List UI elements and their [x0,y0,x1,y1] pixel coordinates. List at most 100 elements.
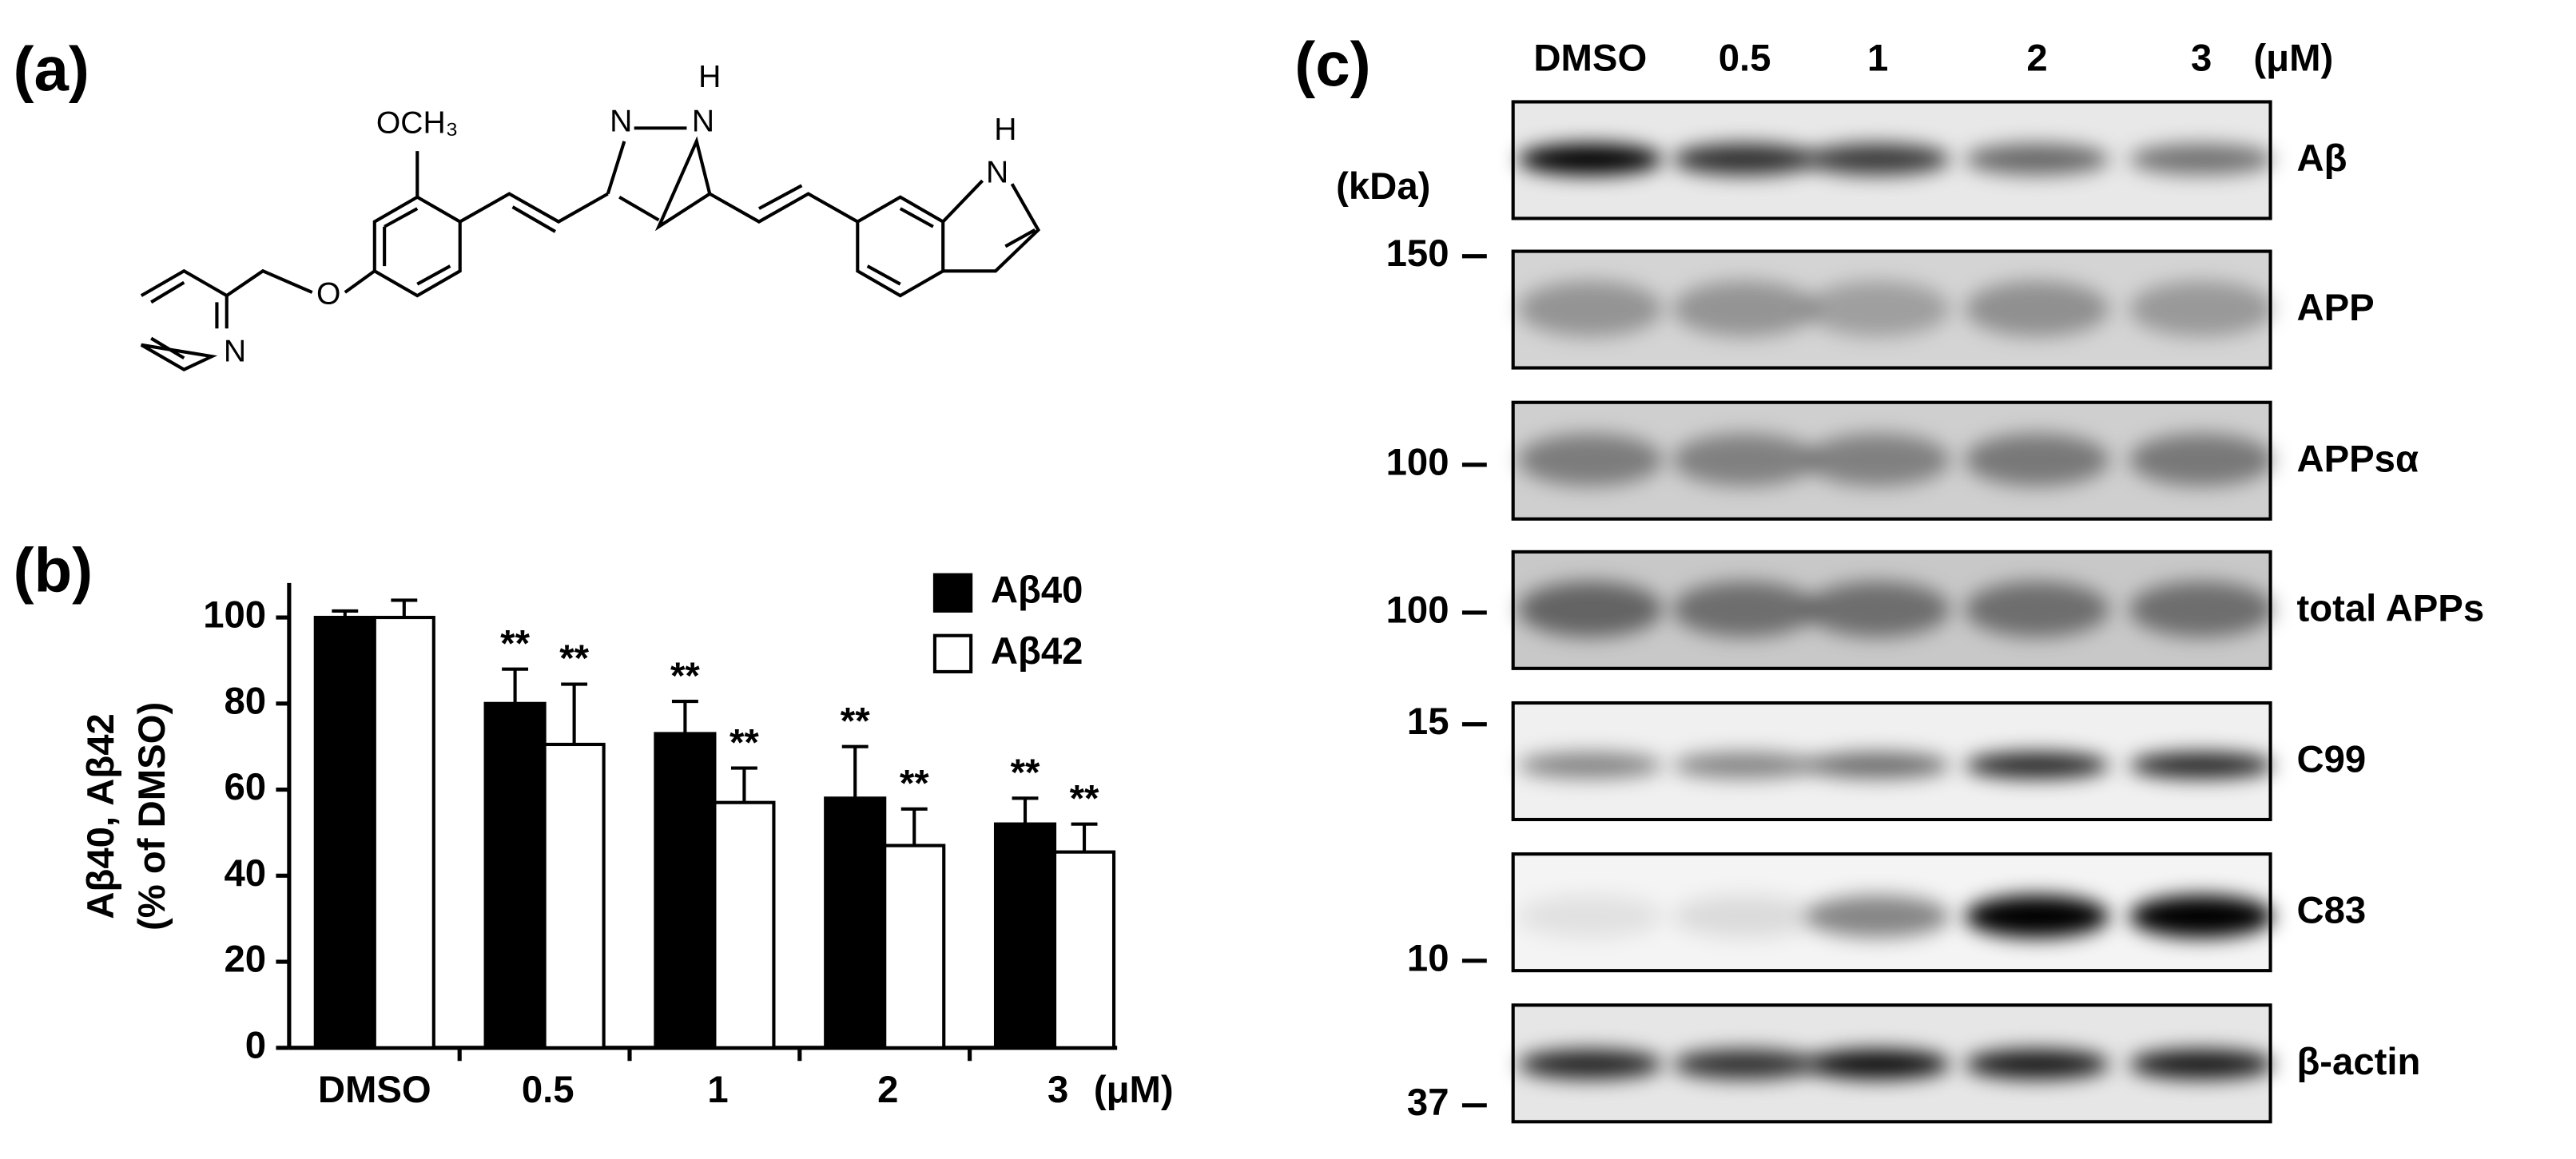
y-tick-label: 100 [203,594,266,637]
blot-band [2129,895,2274,939]
significance-label: ** [1070,777,1099,820]
significance-label: ** [1011,752,1040,794]
atom-label: N [610,105,632,139]
significance-label: ** [841,700,870,742]
blot-band [2129,752,2274,779]
mw-marker: 150 [1386,232,1449,275]
lane-label: 1 [1867,38,1888,80]
bar [654,732,717,1050]
blot-row [1511,701,2274,822]
blot-band [2129,433,2274,486]
atom-label: OCH₃ [376,106,459,141]
blot-band [1672,280,1818,337]
bar [993,822,1057,1050]
blot-band [1965,433,2110,486]
x-tick-label: 3 [1047,1069,1068,1111]
atom-label: H [698,60,721,94]
atom-label: H [994,113,1016,147]
blot-band [2129,280,2274,337]
panel-label: (c) [1294,29,1370,99]
bar [372,615,435,1050]
blot-band [1517,433,1663,486]
blot-band [1517,581,1663,637]
blot-band [1965,752,2110,779]
blot-band [1517,895,1663,939]
blot-frame [1511,852,2272,973]
y-axis-label: (% of DMSO) [131,702,173,931]
bar [543,742,606,1050]
mw-marker: 100 [1386,441,1449,483]
legend-label: Aβ40 [991,570,1083,612]
blot-band [2129,1049,2274,1079]
blot-band [1672,895,1818,939]
blot-band [1517,1049,1663,1079]
blot-frame [1511,400,2272,521]
panel-label: (b) [13,534,93,605]
significance-label: ** [559,637,589,680]
blot-band [1805,143,1950,175]
blot-row-label: total APPs [2296,587,2484,629]
blot-row-label: Aβ [2296,137,2347,180]
y-tick-label: 0 [245,1024,266,1066]
lane-label: 3 [2191,38,2212,80]
blot-band [1805,280,1950,337]
y-tick-label: 60 [225,766,267,808]
blot-band [1805,433,1950,486]
blot-band [2129,143,2274,175]
lane-label: DMSO [1533,38,1647,80]
x-axis-unit: (μM) [1094,1069,1174,1111]
mw-unit: (kDa) [1336,165,1430,208]
blot-row-label: APPsα [2296,438,2419,480]
blot-frame [1511,249,2272,370]
blot-row-label: β-actin [2296,1041,2420,1083]
y-tick-label: 80 [225,680,267,722]
atom-label: N [692,105,714,139]
blot-row-label: C99 [2296,739,2366,781]
blot-frame [1511,1003,2272,1124]
legend-swatch [932,633,973,674]
atom-label: N [986,155,1008,189]
significance-label: ** [729,721,759,764]
blot-band [1517,752,1663,779]
blot-band [1672,752,1818,779]
blot-band [1805,581,1950,637]
significance-label: ** [500,622,530,665]
lane-label: 2 [2026,38,2047,80]
blot-band [1517,143,1663,175]
blot-row [1511,249,2274,370]
blot-row [1511,550,2274,670]
blot-band [1672,1049,1818,1079]
bar [883,843,946,1050]
lane-label: 0.5 [1719,38,1771,80]
bar [483,701,547,1050]
y-tick-label: 20 [225,939,267,981]
blot-band [1672,143,1818,175]
blot-band [1672,581,1818,637]
legend-swatch [932,573,973,613]
bar [824,796,887,1050]
blot-row [1511,1003,2274,1124]
chemical-structure [140,126,1041,371]
mw-marker: 37 [1407,1082,1449,1124]
mw-marker: 10 [1407,937,1449,979]
significance-label: ** [670,655,700,697]
blot-row [1511,100,2274,220]
blot-band [1805,752,1950,779]
blot-row-label: C83 [2296,890,2366,932]
panel-label: (a) [13,34,89,104]
blot-band [1965,143,2110,175]
bar [713,800,776,1050]
x-tick-label: DMSO [318,1069,431,1111]
atom-label: N [224,334,246,368]
blot-row [1511,852,2274,973]
blot-band [1965,1049,2110,1079]
bar [1052,850,1116,1050]
blot-band [1805,1049,1950,1079]
blot-frame [1511,550,2272,670]
blot-frame [1511,701,2272,822]
mw-marker: 100 [1386,589,1449,631]
blot-band [2129,581,2274,637]
blot-band [1965,581,2110,637]
mw-marker: 15 [1407,701,1449,743]
